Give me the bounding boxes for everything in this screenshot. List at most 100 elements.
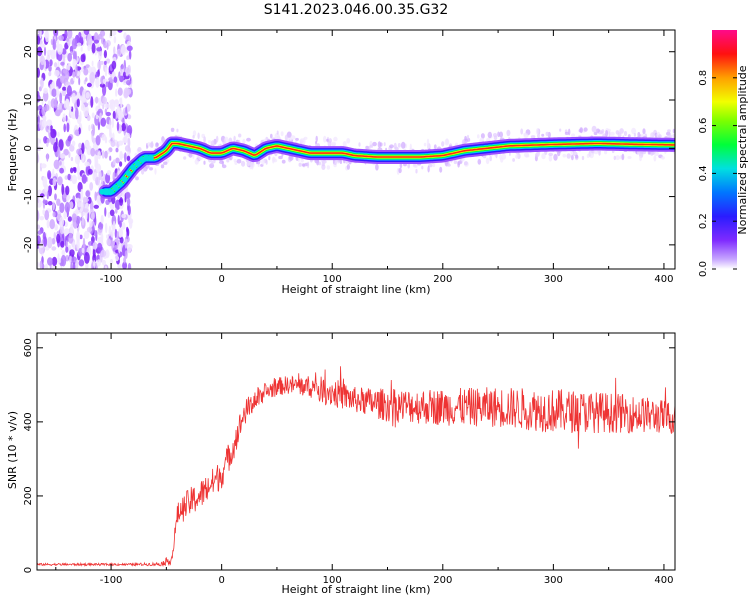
spectrogram-noise-blob — [40, 43, 46, 48]
spectrogram-noise-blob — [91, 112, 95, 119]
spectrogram-halo-blob — [607, 128, 611, 132]
spectrogram-noise-blob — [72, 71, 76, 78]
spectrogram-noise-blob — [47, 257, 53, 266]
spectrogram-noise-blob — [65, 240, 68, 248]
colorbar: 0.0 0.2 0.4 0.6 0.8 Normalized spectral ampl… — [698, 30, 749, 277]
spectrogram-noise-blob — [54, 97, 58, 109]
spectrogram-noise-blob — [60, 240, 65, 248]
spectrogram-halo-blob — [439, 166, 443, 173]
spectrogram-noise-blob — [126, 45, 133, 52]
spectrogram-noise-blob — [125, 191, 131, 199]
spectrogram-noise-blob — [94, 157, 99, 167]
spectrogram-noise-blob — [119, 220, 122, 228]
spectrogram-halo-blob — [192, 130, 197, 137]
spectrogram-halo-blob — [208, 140, 212, 144]
spectrogram-halo-blob — [346, 164, 350, 170]
spectrogram-noise-blob — [126, 226, 129, 233]
spectrogram-noise-blob — [57, 146, 61, 159]
spectrogram-noise-blob — [106, 124, 112, 130]
spectrogram-noise-blob — [119, 161, 123, 167]
spectrogram-halo-blob — [415, 168, 418, 174]
spectrogram-noise-blob — [104, 265, 108, 269]
spectrogram-noise-blob — [100, 232, 104, 243]
spectrogram-noise-blob — [69, 201, 74, 210]
spectrogram-halo-blob — [278, 155, 283, 160]
spectrogram-noise-blob — [93, 204, 100, 209]
spectrogram-halo-blob — [548, 152, 554, 157]
spectrogram-noise-blob — [104, 207, 107, 217]
spectrogram-noise-blob — [126, 243, 132, 254]
spectrogram-noise-blob — [49, 219, 55, 230]
spectrogram-halo-blob — [276, 130, 279, 135]
spectrogram-halo-blob — [170, 127, 175, 132]
spectrogram-noise-blob — [66, 196, 69, 202]
spectrogram-noise-blob — [53, 159, 60, 170]
spectrogram-noise-blob — [63, 211, 68, 220]
spectrogram-noise-blob — [67, 216, 72, 222]
spectrogram-halo-blob — [301, 163, 306, 167]
spectrogram-noise-blob — [59, 167, 64, 174]
spectrogram-y-label: Frequency (Hz) — [6, 109, 19, 192]
spectrogram-noise-blob — [75, 107, 79, 120]
spectrogram-halo-blob — [394, 146, 399, 151]
spectrogram-halo-blob — [566, 153, 571, 159]
spectrogram-noise-blob — [54, 193, 57, 201]
spectrogram-noise-blob — [119, 97, 122, 104]
spectrogram-noise-blob — [111, 60, 117, 70]
spectrogram-halo-blob — [246, 137, 251, 142]
spectrogram-noise-blob — [96, 259, 101, 267]
spectrogram-noise-blob — [125, 88, 132, 95]
spectrogram-noise-blob — [125, 80, 132, 86]
spectrogram-halo-blob — [621, 153, 625, 161]
spectrogram-halo-blob — [446, 163, 451, 167]
spectrogram-noise-blob — [74, 154, 81, 165]
colorbar-tick-label: 0.2 — [698, 213, 709, 229]
spectrogram-noise-blob — [63, 123, 66, 133]
spectrogram-noise-blob — [48, 71, 52, 77]
spectrogram-halo-blob — [233, 135, 236, 142]
spectrogram-halo-blob — [593, 131, 598, 136]
spectrogram-halo-blob — [564, 131, 569, 135]
spectrogram-noise-blob — [78, 77, 81, 86]
spectrogram-noise-blob — [89, 220, 93, 228]
spectrogram-noise-blob — [79, 36, 84, 43]
spectrogram-halo-blob — [672, 133, 675, 138]
spectrogram-noise-blob — [97, 33, 103, 40]
spectrogram-noise-blob — [56, 233, 61, 244]
spectrogram-noise-blob — [119, 236, 124, 244]
colorbar-tick-label: 0.4 — [698, 165, 709, 181]
y-tick-label: 600 — [23, 338, 34, 357]
spectrogram-halo-blob — [315, 141, 317, 144]
spectrogram-halo-blob — [211, 160, 214, 166]
spectrogram-noise-blob — [118, 243, 121, 254]
spectrogram-halo-blob — [321, 164, 326, 171]
spectrogram-layer — [37, 30, 675, 269]
spectrogram-noise-blob — [118, 140, 124, 146]
spectrogram-halo-blob — [427, 143, 430, 150]
x-tick-label: 200 — [433, 274, 452, 285]
spectrogram-noise-blob — [47, 170, 52, 180]
spectrogram-halo-blob — [303, 136, 308, 140]
spectrogram-noise-blob — [37, 224, 41, 230]
spectrogram-noise-blob — [37, 209, 40, 222]
spectrogram-onset-blob — [99, 188, 106, 195]
spectrogram-noise-blob — [57, 253, 60, 265]
spectrogram-halo-blob — [485, 157, 490, 165]
spectrogram-noise-blob — [72, 241, 76, 250]
spectrogram-halo-blob — [326, 165, 331, 170]
spectrogram-noise-blob — [116, 231, 120, 239]
spectrogram-halo-blob — [333, 136, 338, 142]
spectrogram-onset-blob — [147, 154, 154, 161]
spectrogram-halo-blob — [224, 136, 229, 143]
spectrogram-noise-blob — [110, 229, 114, 238]
spectrogram-halo-blob — [617, 132, 622, 138]
spectrogram-noise-blob — [70, 156, 74, 162]
spectrogram-noise-blob — [41, 96, 44, 106]
spectrogram-noise-blob — [63, 148, 69, 156]
spectrogram-halo-blob — [650, 132, 653, 138]
spectrogram-noise-blob — [126, 155, 131, 162]
spectrogram-noise-blob — [66, 122, 70, 133]
spectrogram-noise-blob — [125, 66, 129, 77]
spectrogram-noise-blob — [43, 87, 48, 94]
spectrogram-halo-blob — [333, 159, 337, 166]
